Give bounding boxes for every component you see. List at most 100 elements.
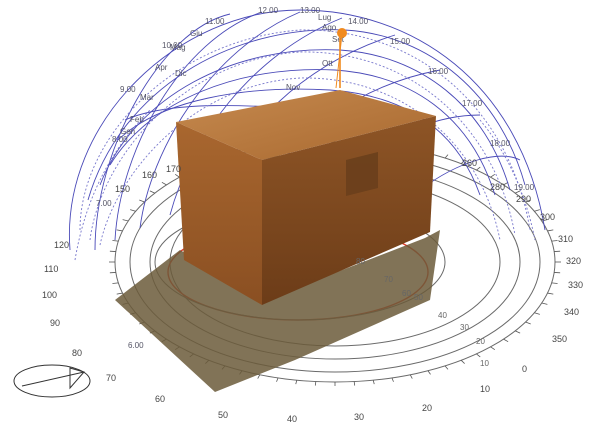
azimuth-tick: [541, 219, 548, 222]
azimuth-tick: [139, 199, 145, 203]
azimuth-label: 10: [480, 384, 490, 394]
month-label: Lug: [318, 13, 331, 22]
azimuth-tick: [353, 381, 356, 386]
azimuth-labels: 0 10 20 30 40 50 60 70 80 90 100 110 120…: [42, 158, 583, 424]
hour-label: 8.00: [112, 135, 128, 144]
hour-label: 12.00: [258, 6, 279, 15]
azimuth-label: 60: [155, 394, 165, 404]
sun-ray: [335, 33, 343, 89]
azimuth-tick: [314, 381, 317, 386]
month-label: Dic: [175, 69, 187, 78]
hour-label: 10.00: [162, 41, 183, 50]
azimuth-tick: [276, 377, 279, 382]
azimuth-label: 20: [422, 403, 432, 413]
azimuth-label: 50: [218, 410, 228, 420]
altitude-label: 30: [460, 323, 469, 332]
azimuth-label: 320: [566, 256, 581, 266]
azimuth-tick: [116, 229, 123, 232]
dome-inner-grid: [89, 51, 516, 241]
month-label: Feb: [130, 115, 144, 124]
azimuth-label: 300: [540, 212, 555, 222]
month-label: Ott: [322, 59, 333, 68]
azimuth-tick: [547, 292, 554, 295]
hour-label: 15.00: [390, 37, 411, 46]
azimuth-tick: [547, 229, 554, 232]
azimuth-tick: [534, 209, 540, 212]
azimuth-label: 150: [115, 184, 130, 194]
azimuth-tick: [476, 353, 481, 358]
azimuth-label: 160: [142, 170, 157, 180]
azimuth-label: 330: [568, 280, 583, 290]
azimuth-tick: [551, 282, 558, 284]
hour-label: 9.00: [120, 85, 136, 94]
azimuth-tick: [149, 190, 155, 194]
azimuth-tick: [112, 240, 119, 242]
building-top: [176, 90, 436, 160]
azimuth-label: 170: [166, 164, 181, 174]
hour-line: [139, 11, 301, 229]
azimuth-label: 310: [558, 234, 573, 244]
azimuth-tick: [444, 154, 449, 159]
azimuth-label: 340: [564, 307, 579, 317]
azimuth-tick: [460, 360, 465, 364]
month-arc: [109, 69, 496, 196]
azimuth-label: 110: [44, 264, 58, 274]
hour-label: 18.00: [490, 139, 511, 148]
azimuth-tick: [541, 302, 548, 305]
hour-label: 19.00: [514, 183, 535, 192]
altitude-labels: 10 20 30 40 50 60 70 80: [356, 257, 489, 368]
azimuth-tick: [515, 190, 521, 194]
building-front: [176, 122, 262, 305]
hour-line: [94, 13, 231, 251]
building-window: [346, 152, 378, 196]
altitude-label: 40: [438, 311, 447, 320]
month-label: Mar: [140, 93, 154, 102]
azimuth-tick: [525, 321, 531, 325]
azimuth-tick: [161, 181, 167, 186]
azimuth-label: 30: [354, 412, 364, 422]
azimuth-tick: [444, 365, 449, 370]
sun-icon: [337, 28, 347, 38]
dome-inner-grid: [479, 119, 536, 241]
building-shadow: [115, 230, 440, 392]
hour-label: 6.00: [128, 341, 144, 350]
azimuth-tick: [551, 240, 558, 242]
altitude-label: 80: [356, 257, 365, 266]
azimuth-tick: [409, 374, 413, 379]
hour-labels: 11.00 12.00 13.00 14.00 15.00 16.00 17.0…: [96, 6, 535, 350]
hour-label: 13.00: [300, 6, 321, 15]
azimuth-label: 0: [522, 364, 527, 374]
dome-inner-grid: [79, 29, 531, 231]
azimuth-tick: [257, 374, 261, 379]
azimuth-tick: [295, 380, 298, 385]
compass-icon: [13, 364, 91, 398]
azimuth-tick: [391, 377, 394, 382]
building-side: [262, 116, 436, 305]
hour-line: [169, 17, 343, 216]
azimuth-tick: [112, 282, 119, 284]
hour-line: [114, 11, 263, 241]
azimuth-tick: [372, 380, 375, 385]
azimuth-tick: [427, 370, 431, 375]
month-label: Mag: [170, 43, 186, 52]
azimuth-tick: [476, 166, 481, 171]
azimuth-label: 350: [552, 334, 567, 344]
azimuth-tick: [490, 173, 496, 178]
month-label: Nov: [286, 83, 300, 92]
sun-marker: [335, 28, 347, 89]
altitude-label: 50: [414, 293, 423, 302]
hour-label: 7.00: [96, 199, 112, 208]
azimuth-label: 120: [54, 240, 69, 250]
azimuth-label: 90: [50, 318, 60, 328]
month-label: Giu: [190, 29, 202, 38]
hour-label: 16.00: [428, 67, 449, 76]
hour-label: 11.00: [205, 17, 225, 26]
azimuth-tick: [122, 219, 129, 222]
hour-label: 14.00: [348, 17, 369, 26]
dome-inner-grid: [99, 77, 501, 246]
azimuth-label: 100: [42, 290, 57, 300]
azimuth-label: 70: [106, 373, 116, 383]
azimuth-tick: [490, 346, 496, 351]
altitude-label: 70: [384, 275, 393, 284]
